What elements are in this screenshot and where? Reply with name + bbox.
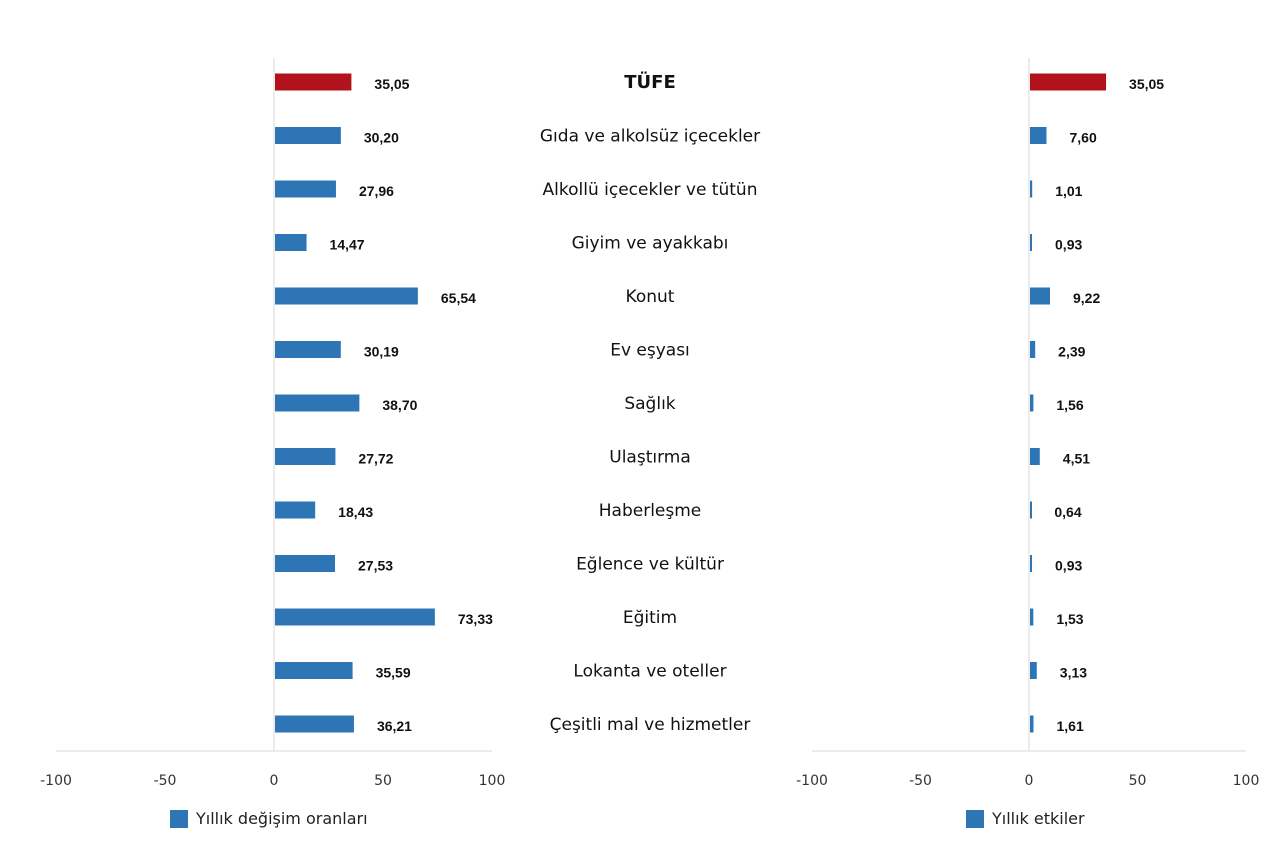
right-bar-item: [1030, 127, 1047, 144]
category-label: Eğlence ve kültür: [576, 555, 724, 575]
left-data-label: 38,70: [382, 397, 417, 413]
category-label: Alkollü içecekler ve tütün: [543, 180, 758, 200]
left-bar-item: [275, 501, 316, 519]
right-x-tick-label: -50: [909, 773, 932, 789]
right-data-label: 3,13: [1060, 665, 1087, 681]
legend-swatch-right: [966, 809, 984, 828]
left-data-label: 65,54: [441, 290, 476, 306]
left-bar-item: [275, 180, 336, 198]
left-bar-item: [275, 448, 336, 465]
left-bar-item: [275, 715, 354, 733]
category-label: Lokanta ve oteller: [573, 662, 726, 682]
category-label: Sağlık: [624, 394, 675, 414]
category-label: Ulaştırma: [609, 448, 691, 468]
left-data-label: 27,96: [359, 183, 394, 199]
legend-label-left: Yıllık değişim oranları: [196, 809, 368, 828]
right-bar-item: [1030, 608, 1034, 626]
left-data-label: 35,05: [374, 76, 409, 92]
right-bar-item: [1030, 180, 1033, 198]
left-bar-item: [275, 608, 435, 626]
right-data-label: 4,51: [1063, 451, 1090, 467]
category-label: Giyim ve ayakkabı: [572, 234, 729, 254]
right-data-label: 7,60: [1069, 130, 1096, 146]
left-x-tick-label: 100: [479, 773, 506, 789]
right-data-label: 1,01: [1055, 183, 1082, 199]
left-data-label: 18,43: [338, 504, 373, 520]
category-label: Çeşitli mal ve hizmetler: [550, 715, 751, 735]
right-bar-item: [1030, 448, 1040, 465]
right-bar-item: [1030, 715, 1034, 733]
legend-right: Yıllık etkiler: [966, 809, 1085, 828]
left-data-label: 35,59: [376, 665, 411, 681]
right-data-label: 1,56: [1056, 397, 1083, 413]
right-data-label: 0,93: [1055, 237, 1082, 253]
right-bar-item: [1030, 394, 1034, 412]
left-data-label: 36,21: [377, 718, 412, 734]
left-x-tick-label: -50: [154, 773, 177, 789]
category-label: Eğitim: [623, 608, 677, 628]
right-x-tick-label: -100: [796, 773, 828, 789]
right-bar-item: [1030, 501, 1032, 519]
right-data-label: 35,05: [1129, 76, 1164, 92]
right-bar-tufe: [1030, 73, 1107, 91]
left-bar-item: [275, 341, 341, 358]
left-x-tick-label: 0: [270, 773, 279, 789]
right-bar-item: [1030, 287, 1051, 305]
right-bar-item: [1030, 234, 1033, 251]
left-bar-item: [275, 555, 336, 572]
left-bar-item: [275, 394, 360, 412]
left-data-label: 14,47: [330, 237, 365, 253]
left-bar-item: [275, 127, 341, 144]
right-data-label: 1,53: [1056, 611, 1083, 627]
left-x-tick-label: 50: [374, 773, 392, 789]
left-data-label: 30,19: [364, 344, 399, 360]
right-data-label: 2,39: [1058, 344, 1085, 360]
right-data-label: 0,64: [1054, 504, 1081, 520]
legend-swatch-left: [170, 809, 188, 828]
left-bar-item: [275, 662, 353, 679]
left-bar-item: [275, 287, 418, 305]
left-data-label: 30,20: [364, 130, 399, 146]
category-label: Gıda ve alkolsüz içecekler: [540, 127, 760, 147]
category-label: Haberleşme: [599, 501, 702, 521]
right-x-tick-label: 50: [1129, 773, 1147, 789]
legend-label-right: Yıllık etkiler: [992, 809, 1085, 828]
category-label-tufe: TÜFE: [624, 71, 676, 93]
right-data-label: 9,22: [1073, 290, 1100, 306]
right-x-tick-label: 100: [1233, 773, 1260, 789]
left-data-label: 27,72: [358, 451, 393, 467]
right-data-label: 1,61: [1056, 718, 1083, 734]
right-bar-item: [1030, 341, 1036, 358]
left-bar-tufe: [275, 73, 352, 91]
left-x-tick-label: -100: [40, 773, 72, 789]
right-bar-item: [1030, 555, 1033, 572]
left-data-label: 73,33: [458, 611, 493, 627]
category-label: Ev eşyası: [610, 341, 690, 361]
right-x-tick-label: 0: [1025, 773, 1034, 789]
legend-left: Yıllık değişim oranları: [170, 809, 368, 828]
category-label: Konut: [626, 287, 675, 307]
right-bar-item: [1030, 662, 1037, 679]
right-data-label: 0,93: [1055, 558, 1082, 574]
left-bar-item: [275, 234, 307, 251]
left-data-label: 27,53: [358, 558, 393, 574]
